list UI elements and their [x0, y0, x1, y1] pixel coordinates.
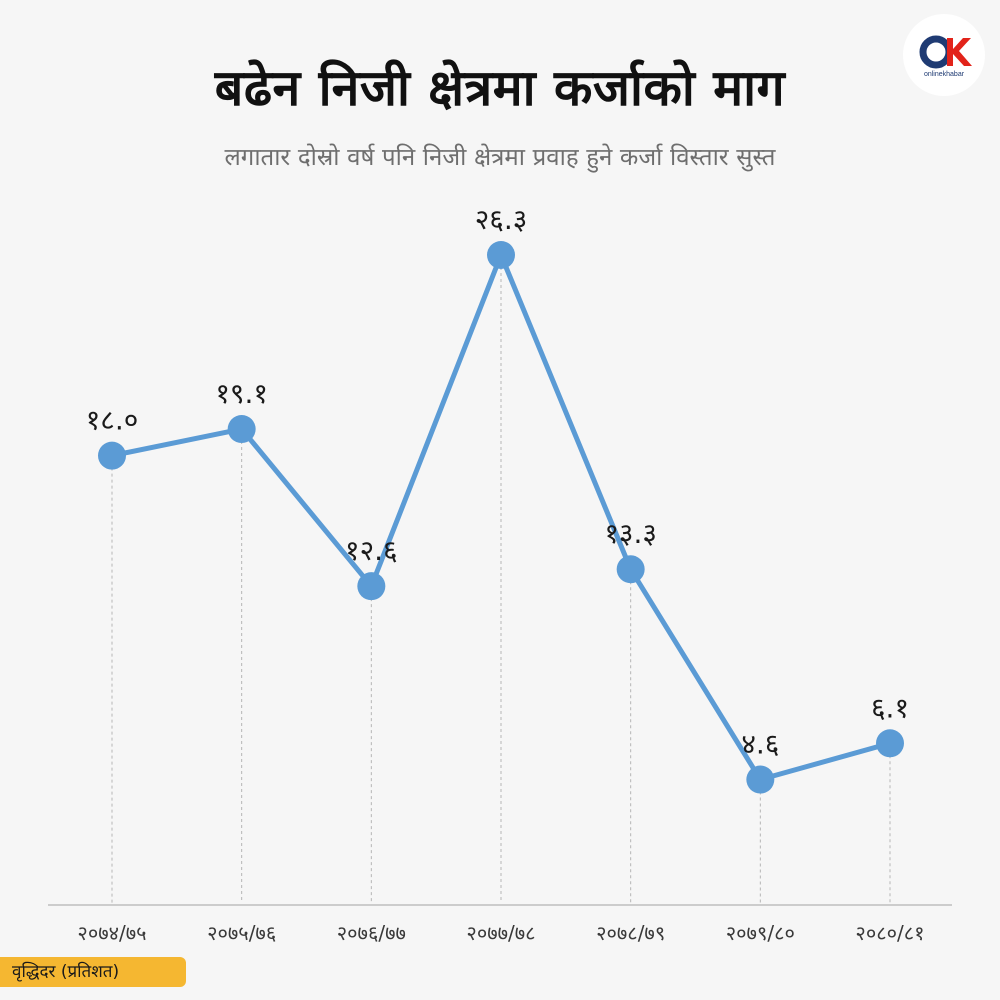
value-label: ४.६	[741, 728, 779, 761]
value-label: १२.६	[345, 534, 398, 567]
data-point	[746, 765, 775, 794]
data-point	[357, 572, 386, 601]
x-tick-label: २०७६/७७	[337, 921, 406, 945]
value-label: १३.३	[604, 517, 657, 550]
logo-brand-text: onlinekhabar	[924, 71, 965, 78]
data-point	[487, 241, 515, 269]
x-tick-label: २०७५/७६	[207, 921, 276, 945]
value-label: १९.१	[215, 377, 268, 410]
data-point	[98, 441, 126, 470]
onlinekhabar-logo-icon: onlinekhabar	[903, 14, 985, 96]
chart-title: बढेन निजी क्षेत्रमा कर्जाको माग	[214, 59, 786, 117]
x-tick-label: २०७८/७९	[596, 921, 665, 945]
data-point	[616, 555, 645, 584]
x-tick-label: २०७७/७८	[466, 921, 535, 945]
data-point	[227, 415, 256, 444]
x-tick-label: २०८०/८१	[855, 921, 924, 945]
legend-label: वृद्धिदर (प्रतिशत)	[0, 957, 186, 987]
x-tick-label: २०७४/७५	[77, 921, 146, 945]
data-point	[876, 729, 904, 758]
value-label: २६.३	[475, 203, 528, 236]
x-tick-label: २०७९/८०	[726, 921, 795, 945]
value-label: १८.०	[86, 404, 139, 437]
value-label: ६.१	[871, 691, 909, 724]
chart-subtitle: लगातार दोस्रो वर्ष पनि निजी क्षेत्रमा प्…	[224, 143, 776, 171]
